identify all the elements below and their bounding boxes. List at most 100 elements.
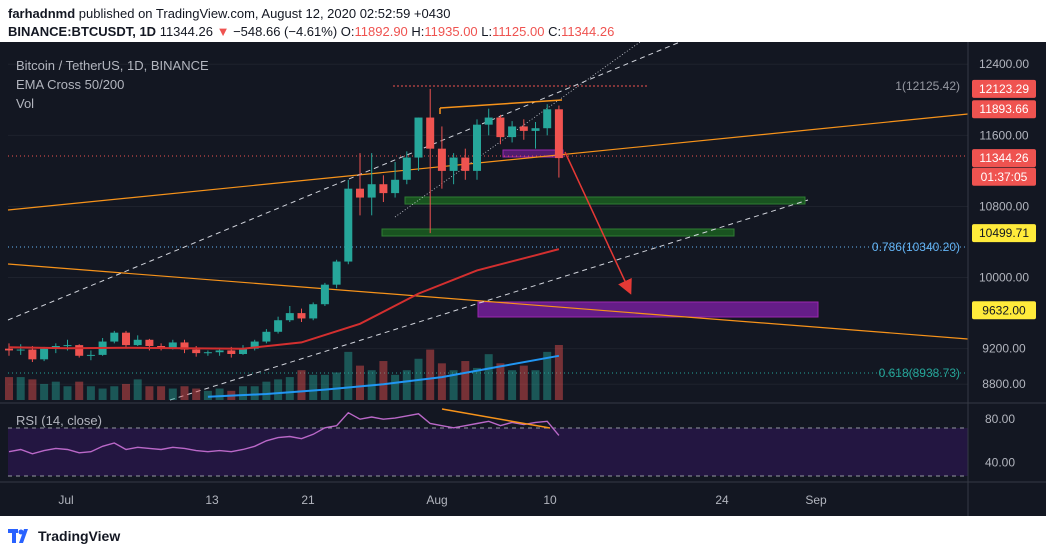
candle-body: [122, 332, 130, 346]
volume-bar: [239, 386, 247, 400]
candle-body: [227, 350, 236, 354]
fib-label-1: 1(12125.42): [895, 79, 960, 93]
chart-title: Bitcoin / TetherUS, 1D, BINANCE: [16, 58, 209, 73]
price-axis[interactable]: 12400.00 11600.00 10800.00 10000.00 9200.00 8…: [979, 57, 1029, 391]
candle-body: [402, 157, 411, 180]
price-tag: [972, 167, 1036, 186]
candle-body: [356, 188, 364, 198]
high-label: H:: [411, 24, 425, 39]
channel-upper-line[interactable]: [7, 42, 681, 321]
volume-bar: [63, 386, 72, 400]
candle-body: [215, 350, 224, 353]
candle-body: [203, 352, 212, 354]
candle-body: [239, 348, 247, 354]
chart-background: [0, 42, 1046, 516]
time-tick-label: Aug: [426, 493, 447, 507]
open-value: 11892.90: [354, 24, 408, 39]
candle-body: [320, 284, 329, 305]
high-value: 11935.00: [424, 24, 478, 39]
time-tick-label: Sep: [805, 493, 827, 507]
close-value: 11344.26: [561, 24, 615, 39]
low-value: 11125.00: [492, 24, 545, 39]
price-tag: [972, 79, 1036, 98]
volume-bar: [297, 370, 306, 400]
grid-lines: [8, 63, 968, 385]
publish-info: published on TradingView.com, August 12,…: [78, 6, 451, 21]
volume-bar: [519, 365, 528, 400]
candle-body: [192, 349, 201, 354]
rsi-axis[interactable]: 80.00 40.00: [985, 412, 1015, 469]
volume-bar: [40, 383, 49, 400]
author-name[interactable]: farhadnmd: [8, 6, 76, 21]
ema-200-line[interactable]: [207, 354, 560, 398]
ema-legend[interactable]: EMA Cross 50/200: [16, 77, 124, 92]
volume-bar: [379, 361, 388, 400]
channel-lower-line[interactable]: [169, 199, 809, 401]
volume-bar: [356, 365, 364, 400]
price-tag-label: 10499.71: [979, 226, 1029, 240]
volume-bar: [250, 386, 259, 400]
volume-bar: [215, 388, 224, 400]
volume-bar: [473, 367, 481, 400]
volume-bar: [168, 388, 177, 400]
candle-body: [449, 157, 458, 171]
volume-bar: [332, 372, 341, 400]
price-tick-label: 11600.00: [979, 128, 1028, 142]
candle-body: [110, 332, 119, 342]
volume-bar: [262, 381, 271, 400]
rsi-legend[interactable]: RSI (14, close): [16, 413, 102, 428]
support-zone-lower[interactable]: [381, 228, 735, 237]
top-wedge-line[interactable]: [439, 99, 563, 109]
volume-bar: [402, 370, 411, 400]
volume-bar: [309, 374, 318, 400]
candle-body: [496, 117, 505, 138]
rsi-tick-label: 40.00: [985, 456, 1015, 470]
symbol-label: BINANCE:BTCUSDT, 1D: [8, 24, 157, 39]
candle-body: [484, 117, 493, 125]
candle-body: [437, 148, 446, 171]
brand-name[interactable]: TradingView: [38, 528, 121, 544]
price-chart[interactable]: Bitcoin / TetherUS, 1D, BINANCE EMA Cros…: [0, 42, 1046, 516]
rsi-line[interactable]: [8, 411, 560, 455]
price-tag: [972, 100, 1036, 119]
volume-bar: [449, 370, 458, 400]
price-tag-label: 12123.29: [979, 82, 1029, 96]
candle-body: [86, 354, 95, 356]
tradingview-logo-icon[interactable]: [8, 526, 34, 546]
candle-body: [16, 349, 25, 351]
dotted-channel-line[interactable]: [394, 42, 641, 218]
target-zone[interactable]: [477, 301, 819, 318]
candlesticks: [5, 88, 563, 362]
volume-bar: [28, 379, 37, 400]
price-tag-label: 01:37:05: [981, 170, 1028, 184]
price-tag-label: 11344.26: [979, 151, 1028, 165]
candle-body: [40, 348, 49, 360]
down-triangle-icon: ▼: [216, 24, 230, 39]
volume-bar: [51, 381, 60, 400]
support-zone-upper[interactable]: [404, 196, 806, 205]
price-tag-label: 9632.00: [982, 303, 1026, 317]
volume-bar: [203, 390, 212, 400]
ema-50-line[interactable]: [8, 248, 560, 350]
price-tag: [972, 224, 1036, 243]
falling-trendline[interactable]: [7, 263, 969, 340]
candle-body: [379, 184, 388, 194]
price-tick-label: 12400.00: [979, 57, 1029, 71]
vol-legend[interactable]: Vol: [16, 96, 34, 111]
candle-body: [508, 126, 517, 138]
candle-body: [554, 109, 563, 159]
candle-body: [461, 157, 470, 171]
candle-body: [344, 188, 353, 262]
candle-body: [168, 342, 177, 349]
rising-trendline[interactable]: [7, 113, 969, 211]
volume-bar: [461, 361, 470, 400]
price-tick-label: 10000.00: [979, 271, 1029, 285]
price-tick-label: 10800.00: [979, 199, 1029, 213]
price-tag: [972, 301, 1036, 320]
candle-body: [285, 313, 294, 321]
rsi-divergence-line[interactable]: [441, 408, 551, 429]
time-axis[interactable]: Jul 13 21 Aug 10 24 Sep: [58, 493, 827, 507]
low-label: L:: [481, 24, 493, 39]
projection-arrow[interactable]: [564, 151, 632, 295]
price-tag: [972, 149, 1036, 168]
